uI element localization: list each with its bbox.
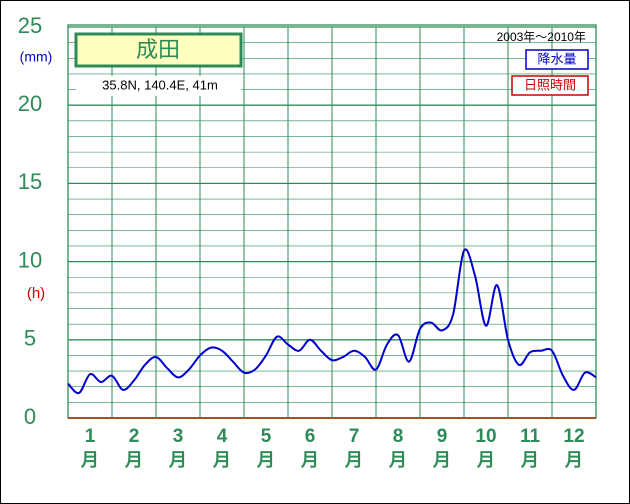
y-tick-label: 5: [24, 326, 36, 351]
y-tick-label: 15: [18, 169, 42, 194]
y-tick-label: 25: [18, 13, 42, 38]
x-tick-label: 3: [173, 426, 184, 447]
legend-box: [511, 75, 589, 96]
legend-label: 日照時間: [524, 77, 576, 92]
x-tick-label: 7: [349, 426, 360, 447]
y2-label: (h): [27, 285, 45, 302]
x-tick-label: 1: [85, 426, 96, 447]
x-tick-label: 9: [437, 426, 448, 447]
x-tick-unit: 月: [124, 450, 143, 470]
x-tick-unit: 月: [388, 450, 407, 470]
precip-line: [67, 248, 597, 395]
period: 2003年～2010年: [497, 30, 586, 44]
x-tick-label: 12: [563, 426, 584, 447]
x-tick-label: 8: [393, 426, 404, 447]
legend-box: [525, 49, 589, 70]
legend-label: 降水量: [537, 51, 576, 66]
x-tick-unit: 月: [344, 450, 363, 470]
x-tick-unit: 月: [212, 450, 231, 470]
x-tick-unit: 月: [300, 450, 319, 470]
x-tick-label: 10: [475, 426, 496, 447]
x-tick-unit: 月: [80, 450, 99, 470]
x-tick-label: 2: [129, 426, 140, 447]
y-tick-label: 20: [18, 91, 42, 116]
y-tick-label: 10: [18, 247, 42, 272]
x-tick-unit: 月: [520, 450, 539, 470]
x-tick-label: 4: [217, 426, 228, 447]
x-tick-unit: 月: [168, 450, 187, 470]
subtitle-bg: [76, 76, 241, 96]
chart-title: 成田: [136, 37, 180, 62]
subtitle: 35.8N, 140.4E, 41m: [102, 77, 218, 92]
x-tick-label: 11: [520, 426, 541, 447]
x-tick-unit: 月: [476, 450, 495, 470]
y-label: (mm): [20, 49, 53, 65]
y-tick-label: 0: [24, 404, 36, 429]
x-tick-unit: 月: [564, 450, 583, 470]
x-tick-unit: 月: [256, 450, 275, 470]
title-box: [74, 32, 243, 68]
x-tick-unit: 月: [432, 450, 451, 470]
x-tick-label: 5: [261, 426, 272, 447]
x-tick-label: 6: [305, 426, 316, 447]
